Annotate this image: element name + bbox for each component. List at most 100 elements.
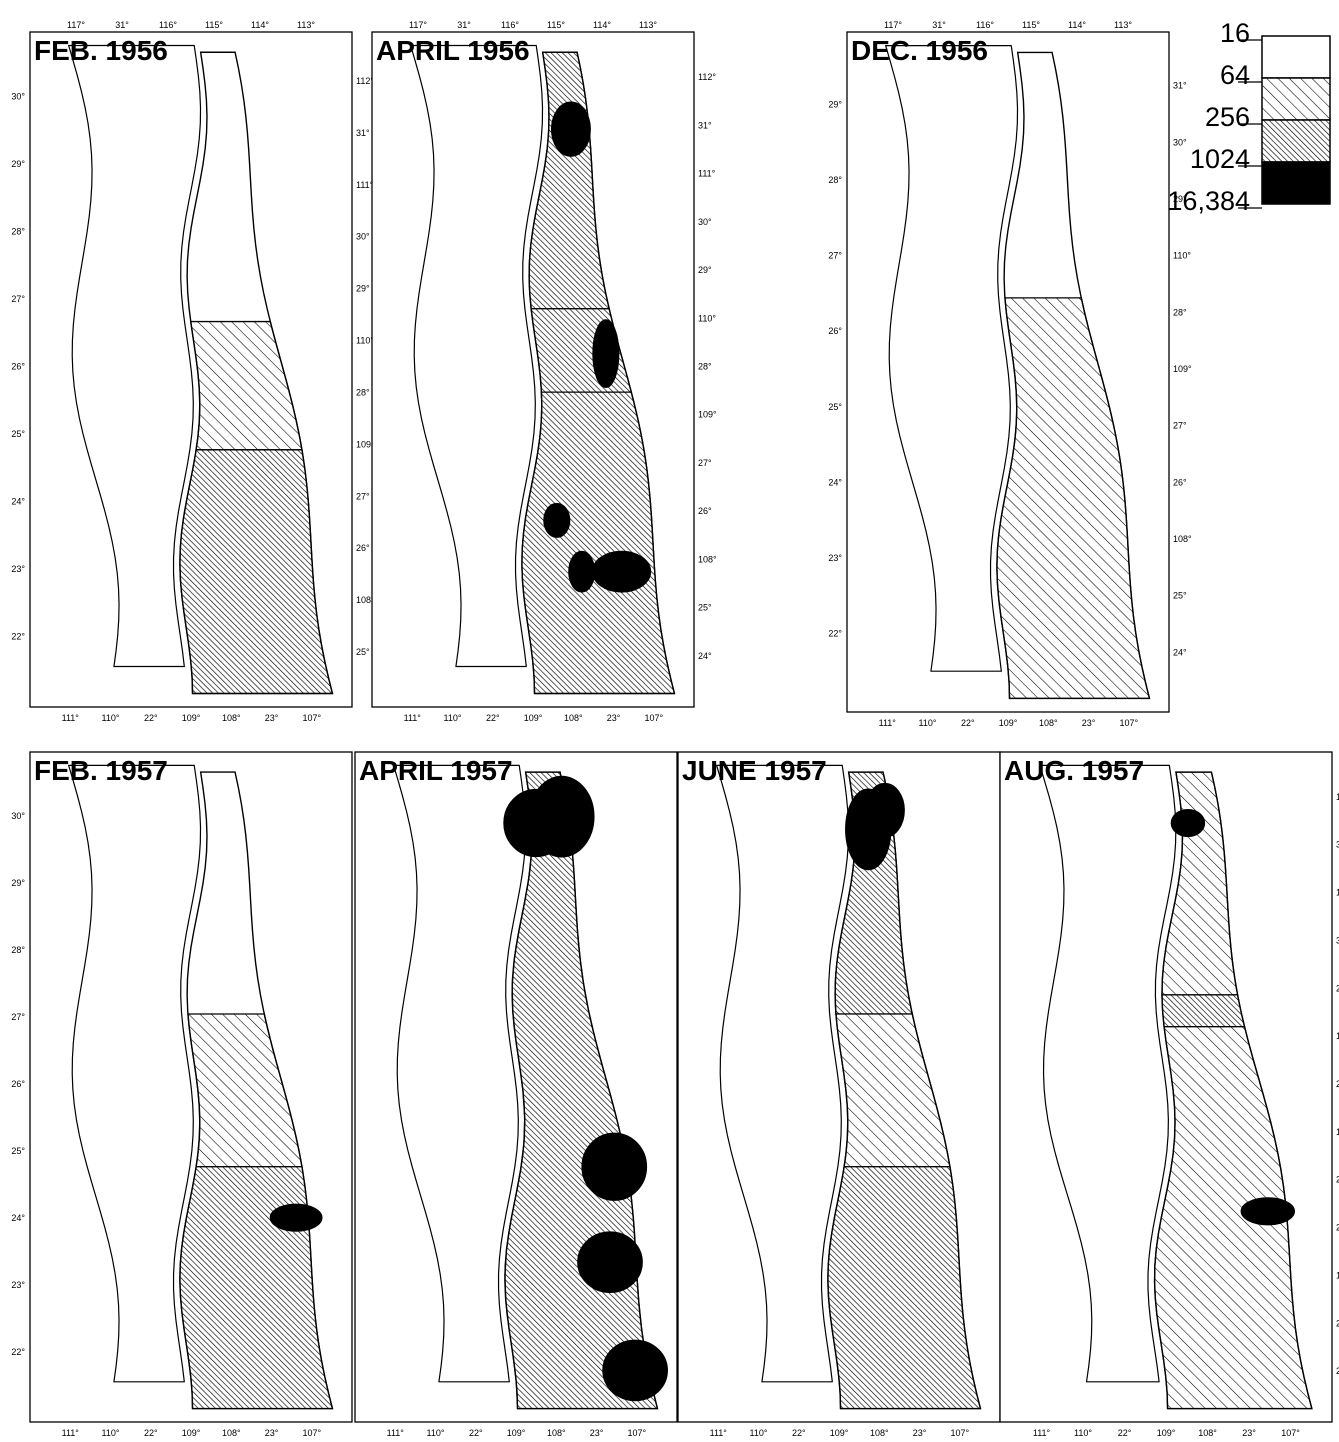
concentration-patch — [543, 502, 571, 538]
bottom-tick-label: 22° — [1118, 1428, 1132, 1438]
top-tick-label: 116° — [976, 20, 994, 30]
top-tick-label: 115° — [1022, 20, 1040, 30]
legend: 16 64 256 1024 16,384 — [1167, 18, 1331, 216]
bottom-tick-label: 110° — [1074, 1428, 1092, 1438]
bottom-tick-label: 108° — [222, 1428, 241, 1438]
map-panel-jun-1957: 111° 110° 22° 109° 108° 23° 107° JUNE 1957 — [677, 751, 1001, 1438]
top-tick-label: 31° — [932, 20, 946, 30]
bottom-tick-label: 109° — [1157, 1428, 1176, 1438]
right-tick-label: 24° — [698, 651, 712, 661]
lat-tick-label: 23° — [11, 564, 25, 574]
lat-tick-label: 26° — [11, 1079, 25, 1089]
right-tick-label: 29° — [1336, 983, 1339, 993]
lat-tick-label: 29° — [11, 159, 25, 169]
concentration-patch — [592, 319, 620, 389]
concentration-patch — [864, 782, 905, 838]
lat-tick-label: 25° — [11, 1146, 25, 1156]
right-tick-label: 111° — [698, 169, 716, 179]
lat-tick-label: 26° — [11, 362, 25, 372]
legend-swatch-1024-16384 — [1261, 161, 1331, 205]
bottom-tick-label: 109° — [182, 713, 201, 723]
bottom-tick-label: 110° — [919, 718, 937, 728]
right-tick-label: 109° — [1336, 1127, 1339, 1137]
bottom-tick-label: 107° — [950, 1428, 969, 1438]
lat-tick-label: 29° — [11, 878, 25, 888]
bottom-tick-label: 109° — [524, 713, 543, 723]
right-tick-label: 111° — [356, 180, 374, 190]
panel-title-feb-1956: FEB. 1956 — [34, 35, 168, 66]
right-tick-label: 31° — [1173, 81, 1187, 91]
right-tick-label: 108° — [1173, 534, 1192, 544]
lat-tick-label: 22° — [11, 1347, 25, 1357]
bottom-tick-label: 108° — [1198, 1428, 1217, 1438]
right-tick-label: 25° — [356, 647, 370, 657]
bottom-tick-label: 107° — [302, 1428, 321, 1438]
lat-tick-label: 28° — [828, 175, 842, 185]
baja-peninsula-outline — [68, 44, 202, 668]
bottom-tick-label: 111° — [62, 713, 80, 723]
bottom-tick-label: 23° — [265, 713, 279, 723]
right-tick-label: 30° — [1336, 935, 1339, 945]
bottom-tick-label: 23° — [607, 713, 621, 723]
lat-tick-label: 24° — [11, 497, 25, 507]
right-tick-label: 112° — [1336, 792, 1339, 802]
lat-tick-label: 28° — [11, 945, 25, 955]
bottom-tick-label: 22° — [961, 718, 975, 728]
top-tick-label: 31° — [457, 20, 471, 30]
right-tick-label: 112° — [698, 72, 716, 82]
baja-peninsula-outline — [393, 764, 527, 1383]
right-tick-label: 25° — [1173, 591, 1187, 601]
bottom-tick-label: 107° — [627, 1428, 646, 1438]
concentration-patch — [602, 1339, 668, 1402]
baja-peninsula-outline — [68, 764, 202, 1383]
bottom-tick-label: 109° — [830, 1428, 849, 1438]
lat-tick-label: 25° — [828, 402, 842, 412]
right-tick-label: 31° — [356, 128, 370, 138]
right-tick-label: 110° — [1336, 1031, 1339, 1041]
top-tick-label: 117° — [67, 20, 85, 30]
lat-tick-label: 27° — [11, 1012, 25, 1022]
legend-label-64: 64 — [1220, 60, 1250, 90]
gulf-coastline — [504, 771, 659, 1410]
lat-tick-label: 22° — [828, 628, 842, 638]
bottom-tick-label: 108° — [1039, 718, 1058, 728]
panel-title-jun-1957: JUNE 1957 — [682, 755, 827, 786]
right-tick-label: 28° — [1173, 307, 1187, 317]
bottom-tick-label: 110° — [444, 713, 462, 723]
right-tick-label: 109° — [698, 410, 717, 420]
gulf-coastline — [521, 51, 676, 695]
lat-tick-label: 28° — [11, 227, 25, 237]
bottom-tick-label: 23° — [1082, 718, 1096, 728]
bottom-tick-label: 110° — [102, 1428, 120, 1438]
lat-tick-label: 26° — [828, 326, 842, 336]
right-tick-label: 24° — [1173, 647, 1187, 657]
right-tick-label: 26° — [356, 543, 370, 553]
top-tick-label: 113° — [297, 20, 315, 30]
right-tick-label: 29° — [356, 284, 370, 294]
right-tick-label: 27° — [698, 458, 712, 468]
right-tick-label: 26° — [1336, 1223, 1339, 1233]
top-tick-label: 115° — [547, 20, 565, 30]
baja-peninsula-outline — [410, 44, 544, 668]
right-tick-label: 108° — [698, 554, 717, 564]
panel-title-apr-1956: APRIL 1956 — [376, 35, 530, 66]
concentration-zone — [1161, 994, 1246, 1028]
panel-title-dec-1956: DEC. 1956 — [851, 35, 988, 66]
lat-tick-label: 27° — [11, 294, 25, 304]
lat-tick-label: 24° — [11, 1213, 25, 1223]
right-tick-label: 27° — [1173, 421, 1187, 431]
lat-tick-label: 30° — [11, 92, 25, 102]
right-tick-label: 29° — [1173, 194, 1187, 204]
right-tick-label: 28° — [1336, 1079, 1339, 1089]
top-tick-label: 117° — [409, 20, 427, 30]
right-tick-label: 31° — [1336, 840, 1339, 850]
lat-tick-label: 22° — [11, 632, 25, 642]
bottom-tick-label: 23° — [590, 1428, 604, 1438]
top-tick-label: 113° — [639, 20, 657, 30]
concentration-patch — [550, 101, 591, 157]
bottom-tick-label: 108° — [547, 1428, 566, 1438]
bottom-tick-label: 109° — [507, 1428, 526, 1438]
baja-peninsula-outline — [885, 45, 1019, 672]
bottom-tick-label: 110° — [750, 1428, 768, 1438]
